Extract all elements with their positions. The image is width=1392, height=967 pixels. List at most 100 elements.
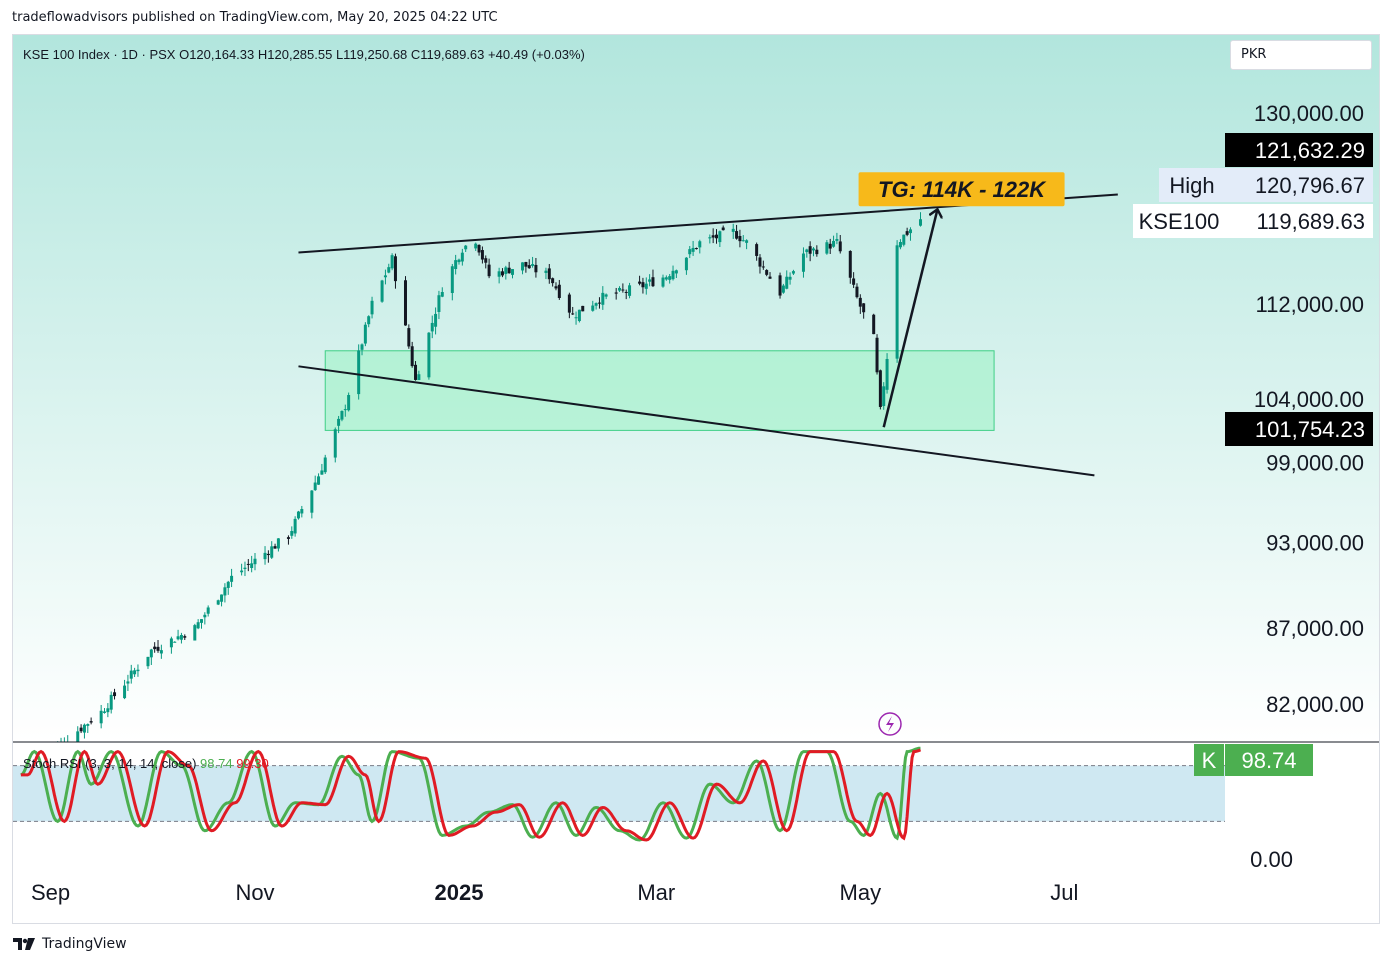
price-label-value: 121,632.29 (1255, 138, 1365, 163)
candle-body (363, 324, 367, 344)
candle-body (811, 248, 815, 251)
candle-body (393, 256, 397, 282)
candle-body (317, 476, 321, 485)
candle-body (270, 546, 274, 558)
candle-body (183, 636, 187, 638)
candle-body (872, 314, 876, 335)
candle-body (604, 294, 608, 297)
candle-body (403, 280, 407, 326)
candle-body (698, 241, 702, 248)
candle-body (477, 245, 481, 253)
candle-body (878, 370, 882, 407)
footer-brand: TradingView (42, 936, 127, 952)
candle-body (176, 636, 180, 640)
candle-body (370, 300, 374, 315)
symbol-name: KSE 100 Index · 1D · PSX (23, 47, 179, 62)
candle-body (414, 364, 418, 380)
stoch-band-fill (13, 765, 1225, 822)
price-label-name: KSE100 (1139, 209, 1220, 234)
candle-body (133, 670, 137, 675)
candle-body (668, 276, 672, 280)
publisher-line: tradeflowadvisors published on TradingVi… (12, 10, 498, 25)
candle-body (577, 309, 581, 322)
candle-body (196, 622, 200, 629)
candle-body (768, 276, 772, 279)
candle-body (430, 322, 434, 332)
candle-body (99, 710, 103, 724)
candle-body (711, 235, 715, 238)
candle-body (296, 511, 300, 519)
candle-body (109, 694, 113, 710)
candle-body (337, 418, 341, 426)
candle-body (193, 625, 197, 641)
candle-body (230, 575, 234, 582)
candle-body (581, 305, 585, 312)
candle-body (106, 708, 110, 713)
candle-body (203, 614, 207, 618)
y-tick-label: 104,000.00 (1254, 387, 1364, 412)
candle-body (591, 305, 595, 311)
candle-body (791, 271, 795, 274)
candle-body (487, 264, 491, 277)
candle-body (126, 681, 130, 684)
candle-body (263, 552, 267, 560)
candle-body (450, 266, 454, 294)
x-tick-label: Mar (637, 880, 675, 905)
candle-body (206, 607, 210, 614)
candle-body (367, 316, 371, 325)
candle-body (387, 267, 391, 273)
ohlc-change: +40.49 (+0.03%) (488, 47, 585, 62)
candle-body (440, 292, 444, 297)
candle-body (226, 581, 230, 588)
candle-body (691, 247, 695, 252)
candle-body (113, 692, 117, 697)
footer: TradingView (12, 936, 127, 952)
candle-body (641, 282, 645, 288)
ohlc-close: C119,689.63 (411, 47, 488, 62)
candle-body (898, 241, 902, 248)
candle-body (323, 457, 327, 473)
stoch-k-badge-letter-box (1194, 744, 1224, 776)
candle-body (216, 600, 220, 605)
currency-button[interactable]: PKR (1230, 40, 1372, 70)
candle-body (848, 250, 852, 278)
candle-body (320, 470, 324, 475)
candle-body (173, 641, 177, 643)
stoch-k-line (20, 746, 921, 842)
candle-body (885, 358, 889, 390)
candle-body (527, 265, 531, 269)
candle-body (735, 231, 739, 239)
candle-body (715, 234, 719, 239)
candle-body (832, 240, 836, 247)
candle-body (380, 280, 384, 302)
candle-body (136, 669, 140, 672)
candle-body (159, 650, 163, 654)
price-label-value: 120,796.67 (1255, 173, 1365, 198)
candle-body (417, 374, 421, 381)
candle-body (357, 350, 361, 395)
candle-body (708, 237, 712, 239)
candle-body (246, 563, 250, 565)
candle-body (480, 250, 484, 260)
candle-body (738, 235, 742, 242)
candle-body (286, 537, 290, 539)
candle-body (808, 246, 812, 254)
candle-body (313, 482, 317, 491)
chart-canvas[interactable]: TG: 114K - 122K Stoch RSI (3, 3, 14, 14,… (13, 35, 1379, 923)
y-tick-label: 112,000.00 (1256, 292, 1364, 317)
candle-body (146, 656, 150, 667)
candle-body (511, 269, 515, 275)
alert-bolt (886, 716, 894, 732)
candle-body (838, 241, 842, 252)
candle-body (266, 553, 270, 556)
candle-body (788, 276, 792, 280)
candle-body (778, 275, 782, 296)
candle-body (755, 244, 759, 256)
candle-body (243, 567, 247, 569)
candle-body (360, 344, 364, 350)
candle-body (240, 570, 244, 573)
chart-frame[interactable]: TG: 114K - 122K Stoch RSI (3, 3, 14, 14,… (12, 34, 1380, 924)
candle-body (908, 229, 912, 234)
candle-body (276, 538, 280, 549)
candle-body (624, 291, 628, 293)
